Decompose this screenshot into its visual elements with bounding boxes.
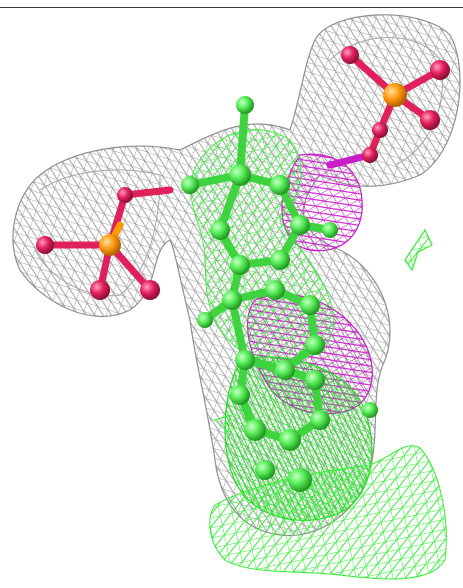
phosphate-group-right	[326, 46, 450, 169]
top-border-line	[0, 7, 463, 8]
ligand-ball-and-stick	[181, 96, 378, 492]
phosphate-group-left	[36, 186, 174, 300]
